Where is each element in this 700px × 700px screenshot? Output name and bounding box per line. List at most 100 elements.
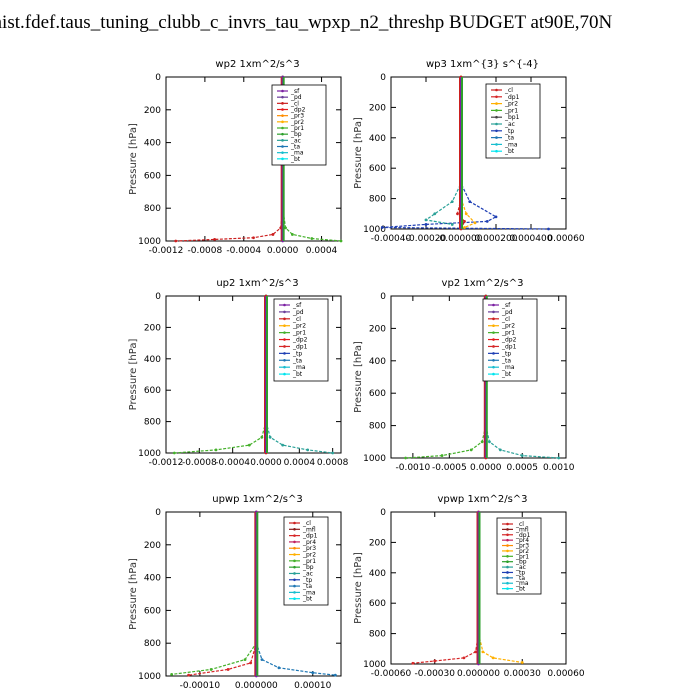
legend-marker: [281, 126, 284, 130]
legend-marker: [281, 151, 284, 154]
x-tick-label: -0.0010: [396, 463, 431, 473]
x-tick-label: -0.0005: [432, 463, 467, 473]
y-tick-label: 200: [144, 541, 161, 551]
y-tick-label: 400: [369, 357, 386, 367]
y-tick-label: 0: [155, 508, 161, 518]
legend-label: _tp: [302, 577, 312, 584]
legend-label: _bt: [290, 156, 301, 163]
legend-marker: [506, 522, 509, 526]
x-tick-label: 0.000400: [510, 234, 553, 244]
series-point: [306, 448, 310, 452]
y-tick-label: 600: [369, 599, 386, 609]
legend-label: _ma: [290, 150, 304, 157]
y-axis-label: Pressure [hPa]: [128, 123, 139, 195]
legend-label: _cl: [515, 521, 524, 528]
legend-label: _cl: [501, 316, 510, 323]
legend-marker: [495, 122, 498, 126]
x-tick-label: 0.00060: [547, 234, 584, 244]
legend-marker: [492, 338, 495, 341]
x-tick-label: 0.0005: [507, 463, 539, 473]
series-point: [214, 448, 218, 452]
y-tick-label: 200: [144, 323, 161, 333]
legend-label: _pr4: [302, 539, 316, 546]
series-point: [462, 656, 466, 660]
series-point: [209, 668, 213, 671]
legend-label: _bp: [515, 559, 527, 566]
legend-marker: [506, 555, 509, 558]
legend-label: _ta: [501, 357, 511, 364]
series-point: [468, 200, 472, 204]
y-tick-label: 600: [144, 606, 161, 616]
series-point: [481, 650, 485, 654]
x-tick-label: 0.0010: [543, 463, 575, 473]
page-title: lthist.fdef.taus_tuning_clubb_c_invrs_ta…: [0, 12, 613, 33]
x-tick-label: 0.00030: [504, 669, 541, 679]
legend-label: _bt: [515, 586, 526, 593]
legend-marker: [281, 89, 284, 93]
series-point: [433, 212, 437, 216]
legend-label: _dp2: [292, 337, 308, 344]
y-axis-label: Pressure [hPa]: [353, 552, 364, 624]
series-point: [488, 440, 491, 444]
legend-marker: [293, 565, 296, 569]
series-point: [494, 215, 498, 219]
legend-label: _mfl: [302, 526, 316, 533]
legend-label: _pr1: [292, 330, 306, 337]
legend-label: _pr1: [504, 107, 518, 114]
x-tick-label: 0.0000: [250, 458, 282, 468]
y-axis-label: Pressure [hPa]: [128, 558, 139, 630]
series-line: [171, 512, 257, 675]
y-tick-label: 0: [155, 73, 161, 83]
x-tick-label: -0.00040: [371, 234, 412, 244]
legend-box: [283, 516, 329, 606]
legend-marker: [492, 317, 495, 321]
y-tick-label: 800: [369, 630, 386, 640]
legend-marker: [492, 365, 495, 369]
legend-marker: [293, 521, 296, 525]
x-tick-label: -0.00060: [371, 669, 412, 679]
legend-label: _ac: [504, 121, 515, 128]
series-point: [380, 226, 384, 229]
x-tick-label: -0.00010: [180, 681, 221, 691]
y-tick-label: 0: [380, 292, 386, 302]
legend-marker: [281, 132, 284, 136]
legend-label: _pr2: [292, 323, 306, 330]
legend-marker: [506, 533, 509, 537]
legend-label: _bp: [290, 131, 302, 138]
legend-label: _ta: [292, 357, 302, 364]
legend-marker: [281, 108, 284, 111]
series-point: [520, 661, 524, 664]
series-point: [213, 237, 217, 241]
legend-marker: [492, 303, 495, 307]
legend-label: _ta: [504, 135, 514, 142]
series-line: [382, 77, 549, 230]
legend-marker: [506, 544, 509, 547]
series-point: [450, 223, 454, 226]
series-point: [170, 672, 174, 676]
legend-label: _dp2: [290, 107, 306, 114]
x-tick-label: -0.0012: [149, 246, 184, 256]
series-point: [268, 435, 272, 439]
legend-marker: [283, 345, 286, 348]
legend-marker: [293, 540, 296, 544]
series-point: [174, 239, 178, 243]
series-line: [412, 512, 480, 664]
plot-frame: [390, 295, 567, 459]
y-tick-label: 600: [144, 386, 161, 396]
series-point: [284, 226, 287, 230]
legend-label: _pd: [290, 94, 302, 101]
legend-label: _pr1: [290, 125, 304, 132]
series-point: [311, 671, 315, 675]
legend-marker: [293, 534, 296, 537]
legend-marker: [293, 597, 296, 600]
x-tick-label: -0.0008: [188, 246, 223, 256]
legend-label: _bt: [501, 371, 512, 378]
legend-marker: [506, 576, 509, 580]
legend-label: _pd: [501, 309, 513, 316]
legend-marker: [283, 324, 286, 328]
legend-marker: [506, 528, 509, 531]
legend-label: _pr2: [515, 548, 529, 555]
x-tick-label: 0.000000: [457, 669, 500, 679]
legend-marker: [293, 572, 296, 575]
